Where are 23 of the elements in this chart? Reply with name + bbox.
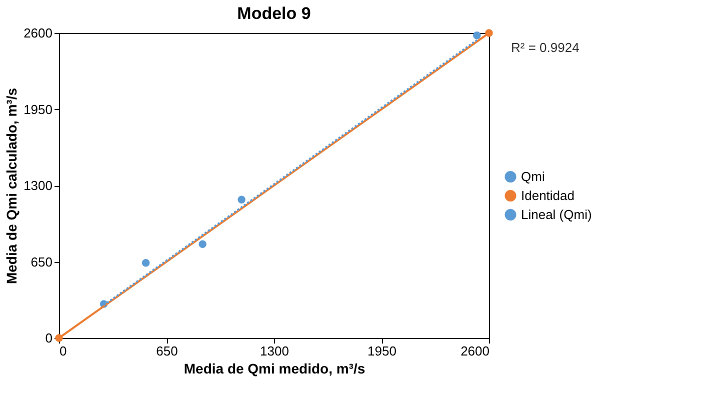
point xyxy=(485,29,493,37)
text: R² = 0.9924 xyxy=(511,40,580,55)
y-tick-label: 1950 xyxy=(24,102,52,117)
x-tick-label: 1950 xyxy=(368,344,396,358)
y-tick-label: 2600 xyxy=(24,26,52,40)
x-tick-label: 2600 xyxy=(460,344,490,358)
y-axis-title: Media de Qmi calculado, m³/s xyxy=(4,88,20,284)
legend-label: Qmi xyxy=(521,168,545,184)
x-tick-label: 0 xyxy=(60,344,67,358)
x-tick-label: 650 xyxy=(156,344,178,358)
x-axis-title: Media de Qmi medido, m³/s xyxy=(184,360,366,376)
y-tick-label: 650 xyxy=(30,254,52,270)
point xyxy=(198,240,206,248)
x-tick-label: 1300 xyxy=(260,344,289,358)
y-tick-label: 0 xyxy=(45,330,52,346)
chart-title: Modelo 9 xyxy=(237,4,311,23)
point xyxy=(238,196,246,204)
legend-label: Lineal (Qmi) xyxy=(521,206,592,222)
point xyxy=(55,334,63,342)
legend-label: Identidad xyxy=(521,188,574,203)
point xyxy=(142,259,150,267)
point xyxy=(473,31,481,40)
y-tick-label: 1300 xyxy=(24,178,52,193)
